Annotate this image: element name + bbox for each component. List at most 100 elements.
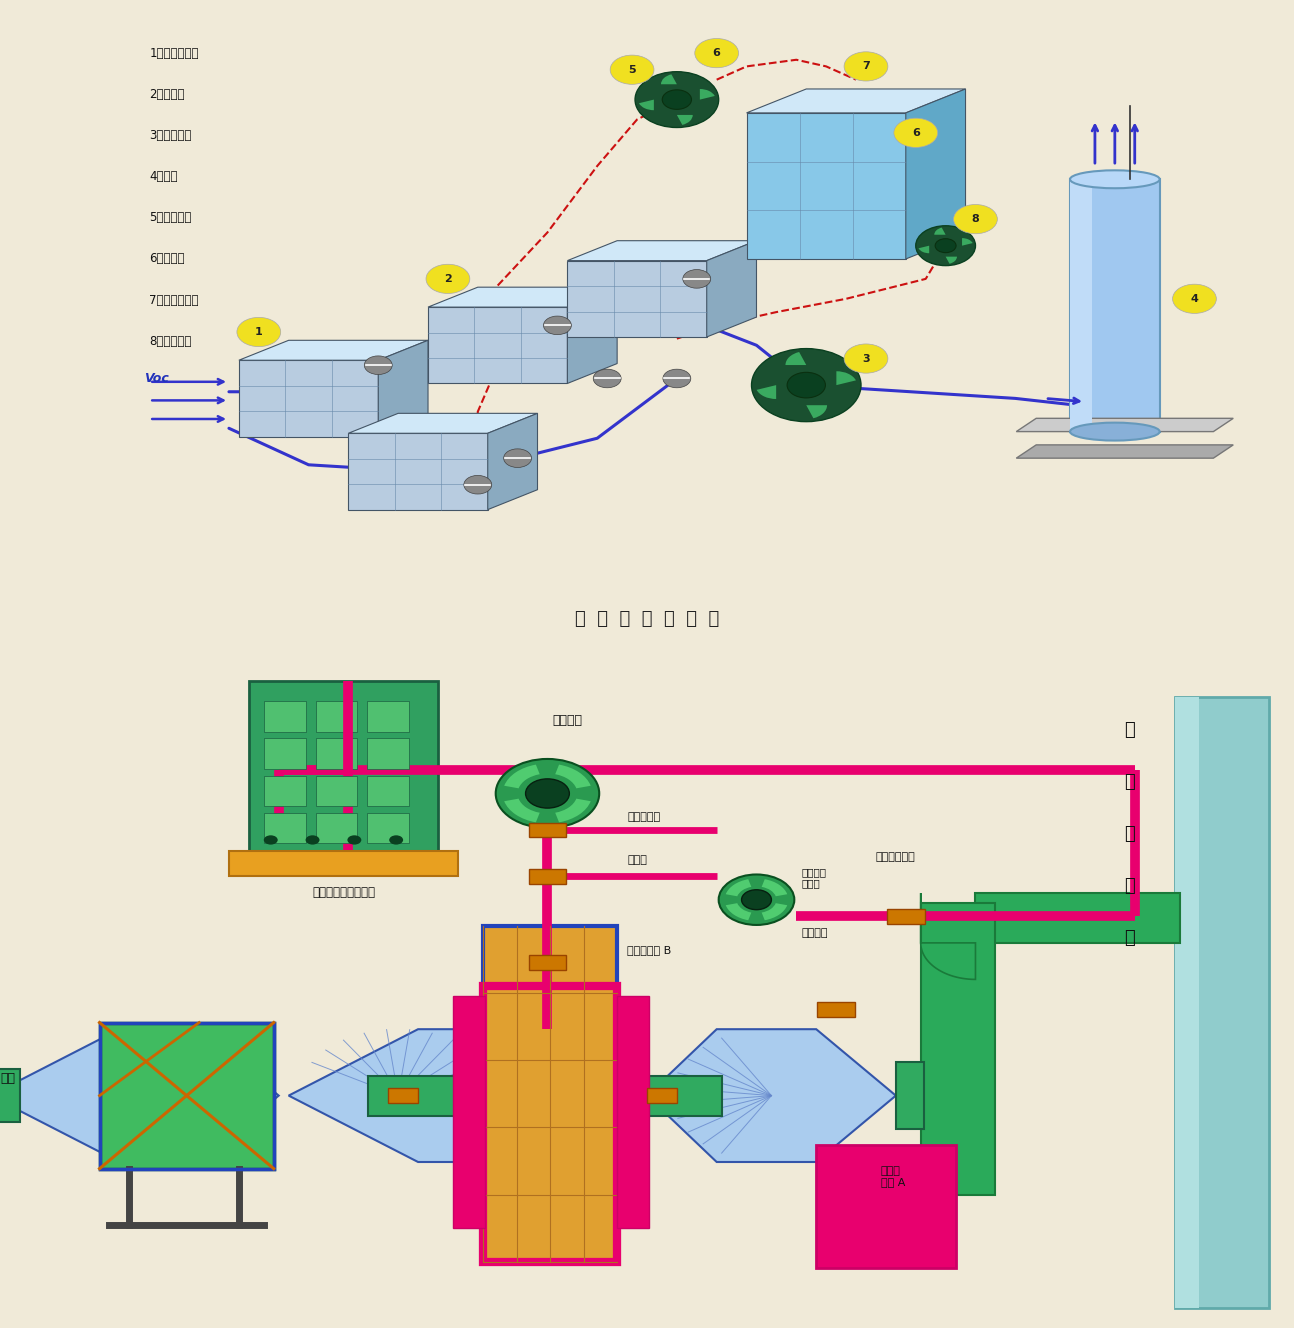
Ellipse shape bbox=[1070, 170, 1159, 189]
Text: 脱附控
制阀 A: 脱附控 制阀 A bbox=[881, 1166, 906, 1187]
FancyBboxPatch shape bbox=[1070, 179, 1092, 432]
Circle shape bbox=[264, 835, 278, 845]
Text: 气: 气 bbox=[1124, 773, 1135, 791]
FancyBboxPatch shape bbox=[0, 1069, 19, 1122]
Polygon shape bbox=[239, 360, 378, 437]
Circle shape bbox=[496, 758, 599, 829]
Text: 5: 5 bbox=[629, 65, 635, 74]
Text: 2: 2 bbox=[444, 274, 452, 284]
Text: 6：阻火器: 6：阻火器 bbox=[149, 252, 185, 266]
Text: 7: 7 bbox=[862, 61, 870, 72]
Text: 补冷风机: 补冷风机 bbox=[801, 928, 828, 939]
Circle shape bbox=[237, 317, 281, 347]
Wedge shape bbox=[785, 352, 806, 365]
Text: 5：脱附风机: 5：脱附风机 bbox=[149, 211, 192, 224]
FancyBboxPatch shape bbox=[248, 680, 437, 853]
Ellipse shape bbox=[1070, 422, 1159, 441]
FancyBboxPatch shape bbox=[229, 851, 458, 876]
Wedge shape bbox=[757, 385, 776, 398]
Circle shape bbox=[1172, 284, 1216, 313]
FancyBboxPatch shape bbox=[264, 701, 305, 732]
Text: 工  艺  流  程  示  意  图: 工 艺 流 程 示 意 图 bbox=[575, 610, 719, 628]
Circle shape bbox=[663, 369, 691, 388]
FancyBboxPatch shape bbox=[818, 1001, 855, 1017]
Text: 脱附控制阀 B: 脱附控制阀 B bbox=[628, 944, 672, 955]
Wedge shape bbox=[661, 74, 677, 84]
Wedge shape bbox=[555, 765, 591, 789]
FancyBboxPatch shape bbox=[316, 776, 357, 806]
FancyBboxPatch shape bbox=[886, 908, 925, 924]
FancyBboxPatch shape bbox=[483, 927, 617, 1262]
Polygon shape bbox=[348, 413, 537, 433]
Wedge shape bbox=[505, 765, 540, 789]
Circle shape bbox=[954, 205, 998, 234]
FancyBboxPatch shape bbox=[528, 956, 567, 969]
Circle shape bbox=[683, 270, 710, 288]
Circle shape bbox=[543, 316, 572, 335]
Circle shape bbox=[916, 226, 976, 266]
Wedge shape bbox=[806, 405, 827, 418]
Circle shape bbox=[635, 72, 718, 127]
Circle shape bbox=[787, 372, 826, 398]
Polygon shape bbox=[1016, 418, 1233, 432]
Circle shape bbox=[936, 239, 956, 252]
Circle shape bbox=[305, 835, 320, 845]
Polygon shape bbox=[348, 433, 488, 510]
FancyBboxPatch shape bbox=[1175, 697, 1269, 1308]
Polygon shape bbox=[747, 113, 906, 259]
Text: 4: 4 bbox=[1190, 293, 1198, 304]
FancyBboxPatch shape bbox=[1175, 697, 1200, 1308]
Text: 6: 6 bbox=[912, 127, 920, 138]
FancyBboxPatch shape bbox=[617, 996, 650, 1228]
FancyBboxPatch shape bbox=[528, 822, 567, 837]
Circle shape bbox=[894, 118, 938, 147]
Text: 2：吸附床: 2：吸附床 bbox=[149, 88, 185, 101]
FancyBboxPatch shape bbox=[921, 903, 995, 1195]
Circle shape bbox=[752, 348, 861, 421]
FancyBboxPatch shape bbox=[316, 701, 357, 732]
Text: 入口: 入口 bbox=[0, 1072, 16, 1085]
Polygon shape bbox=[567, 260, 707, 337]
Text: 4：烟囱: 4：烟囱 bbox=[149, 170, 177, 183]
Text: 1：干式过滤器: 1：干式过滤器 bbox=[149, 46, 199, 60]
Text: 1: 1 bbox=[255, 327, 263, 337]
Text: 放: 放 bbox=[1124, 928, 1135, 947]
Wedge shape bbox=[505, 798, 540, 822]
Polygon shape bbox=[906, 89, 965, 259]
FancyBboxPatch shape bbox=[367, 701, 409, 732]
Circle shape bbox=[663, 90, 691, 109]
Polygon shape bbox=[1016, 445, 1233, 458]
Polygon shape bbox=[378, 340, 428, 437]
FancyBboxPatch shape bbox=[100, 1023, 274, 1169]
Wedge shape bbox=[726, 903, 752, 920]
FancyBboxPatch shape bbox=[453, 996, 485, 1228]
FancyBboxPatch shape bbox=[367, 738, 409, 769]
FancyBboxPatch shape bbox=[388, 1088, 418, 1102]
Text: 排: 排 bbox=[1124, 876, 1135, 895]
FancyBboxPatch shape bbox=[264, 738, 305, 769]
Circle shape bbox=[463, 475, 492, 494]
Polygon shape bbox=[428, 307, 567, 384]
FancyBboxPatch shape bbox=[895, 1062, 924, 1129]
Wedge shape bbox=[762, 903, 787, 920]
FancyBboxPatch shape bbox=[817, 1145, 955, 1268]
FancyBboxPatch shape bbox=[976, 892, 1180, 943]
Circle shape bbox=[389, 835, 404, 845]
Polygon shape bbox=[488, 413, 537, 510]
FancyBboxPatch shape bbox=[367, 813, 409, 843]
FancyBboxPatch shape bbox=[367, 776, 409, 806]
Circle shape bbox=[503, 449, 532, 467]
Text: 化: 化 bbox=[1124, 721, 1135, 740]
Circle shape bbox=[611, 54, 653, 84]
FancyBboxPatch shape bbox=[264, 776, 305, 806]
Polygon shape bbox=[567, 287, 617, 384]
Wedge shape bbox=[946, 256, 958, 264]
Circle shape bbox=[844, 52, 888, 81]
FancyBboxPatch shape bbox=[369, 1076, 488, 1116]
Text: 3：系统风机: 3：系统风机 bbox=[149, 129, 192, 142]
Text: 风机补冷阀: 风机补冷阀 bbox=[628, 811, 660, 822]
Polygon shape bbox=[647, 1029, 895, 1162]
Text: 在线式催化再生装置: 在线式催化再生装置 bbox=[312, 886, 375, 899]
Circle shape bbox=[695, 39, 739, 68]
Text: Voc: Voc bbox=[145, 372, 170, 385]
